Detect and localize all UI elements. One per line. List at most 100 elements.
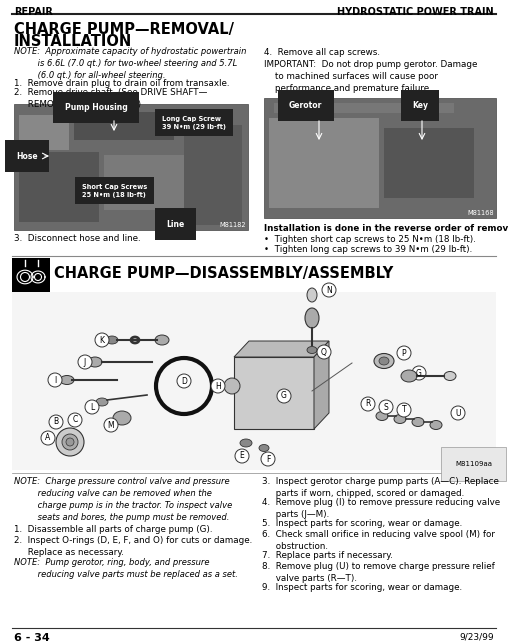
Text: I: I xyxy=(54,375,56,384)
Bar xyxy=(274,103,454,113)
Circle shape xyxy=(235,449,249,463)
Text: M81109aa: M81109aa xyxy=(455,461,492,467)
Ellipse shape xyxy=(305,308,319,328)
Circle shape xyxy=(379,400,393,414)
Bar xyxy=(184,125,242,225)
Text: C: C xyxy=(72,415,78,424)
Text: 4.  Remove plug (I) to remove pressure reducing valve
     parts (J—M).: 4. Remove plug (I) to remove pressure re… xyxy=(262,498,500,519)
Text: 8.  Remove plug (U) to remove charge pressure relief
     valve parts (R—T).: 8. Remove plug (U) to remove charge pres… xyxy=(262,562,495,583)
Text: G: G xyxy=(281,392,287,401)
Bar xyxy=(269,118,379,208)
Text: 9.  Inspect parts for scoring, wear or damage.: 9. Inspect parts for scoring, wear or da… xyxy=(262,583,462,592)
Text: Installation is done in the reverse order of removal.: Installation is done in the reverse orde… xyxy=(264,224,508,233)
Ellipse shape xyxy=(307,288,317,302)
Text: 9/23/99: 9/23/99 xyxy=(459,633,494,642)
Ellipse shape xyxy=(60,375,74,384)
Text: F: F xyxy=(266,455,270,464)
Text: REPAIR: REPAIR xyxy=(14,7,53,17)
Text: •  Tighten short cap screws to 25 N•m (18 lb-ft).: • Tighten short cap screws to 25 N•m (18… xyxy=(264,235,476,244)
Text: 6 - 34: 6 - 34 xyxy=(14,633,50,643)
Text: L: L xyxy=(90,402,94,412)
Text: G: G xyxy=(416,368,422,377)
Ellipse shape xyxy=(379,357,389,365)
Bar xyxy=(12,292,496,470)
Circle shape xyxy=(211,379,225,393)
Ellipse shape xyxy=(106,336,118,344)
Circle shape xyxy=(277,389,291,403)
Text: N: N xyxy=(326,285,332,294)
Text: IMPORTANT:  Do not drop pump gerotor. Damage
    to machined surfaces will cause: IMPORTANT: Do not drop pump gerotor. Dam… xyxy=(264,60,478,93)
Text: S: S xyxy=(384,402,389,412)
Text: M81182: M81182 xyxy=(219,222,246,228)
Text: 2.  Remove drive shaft. (See DRIVE SHAFT—
     REMOVAL/INSTALLATION.): 2. Remove drive shaft. (See DRIVE SHAFT—… xyxy=(14,88,207,109)
Text: Key: Key xyxy=(412,101,428,110)
Circle shape xyxy=(68,413,82,427)
Circle shape xyxy=(85,400,99,414)
Text: CHARGE PUMP—DISASSEMBLY/ASSEMBLY: CHARGE PUMP—DISASSEMBLY/ASSEMBLY xyxy=(54,266,393,281)
Circle shape xyxy=(41,431,55,445)
Text: 3.  Disconnect hose and line.: 3. Disconnect hose and line. xyxy=(14,234,141,243)
Text: 1.  Disassemble all parts of charge pump (G).: 1. Disassemble all parts of charge pump … xyxy=(14,525,212,534)
Ellipse shape xyxy=(444,372,456,381)
Text: U: U xyxy=(455,408,461,417)
Text: 1.  Remove drain plug to drain oil from transaxle.: 1. Remove drain plug to drain oil from t… xyxy=(14,79,230,88)
Text: Line: Line xyxy=(166,220,184,229)
Circle shape xyxy=(397,403,411,417)
Bar xyxy=(104,155,204,210)
Ellipse shape xyxy=(412,417,424,426)
Bar xyxy=(19,152,99,222)
Text: Hose: Hose xyxy=(16,151,38,160)
Ellipse shape xyxy=(401,370,417,382)
Circle shape xyxy=(361,397,375,411)
Text: T: T xyxy=(402,406,406,415)
Ellipse shape xyxy=(307,346,317,354)
Ellipse shape xyxy=(240,439,252,447)
Text: CHARGE PUMP—REMOVAL/: CHARGE PUMP—REMOVAL/ xyxy=(14,22,234,37)
Text: Long Cap Screw
39 N•m (29 lb-ft): Long Cap Screw 39 N•m (29 lb-ft) xyxy=(162,116,226,129)
Text: H: H xyxy=(215,381,221,390)
Text: NOTE:  Pump gerotor, ring, body, and pressure
         reducing valve parts must: NOTE: Pump gerotor, ring, body, and pres… xyxy=(14,558,238,579)
Bar xyxy=(14,104,248,230)
Circle shape xyxy=(397,346,411,360)
Text: •  Tighten long cap screws to 39 N•m (29 lb-ft).: • Tighten long cap screws to 39 N•m (29 … xyxy=(264,245,472,254)
Text: R: R xyxy=(365,399,371,408)
Circle shape xyxy=(322,283,336,297)
Text: Pump Housing: Pump Housing xyxy=(65,103,128,112)
Circle shape xyxy=(412,366,426,380)
Circle shape xyxy=(224,378,240,394)
Text: 4.  Remove all cap screws.: 4. Remove all cap screws. xyxy=(264,48,380,57)
Text: M81168: M81168 xyxy=(467,210,494,216)
Ellipse shape xyxy=(259,444,269,451)
Text: NOTE:  Charge pressure control valve and pressure
         reducing valve can be: NOTE: Charge pressure control valve and … xyxy=(14,477,232,522)
Text: M: M xyxy=(108,421,114,430)
Bar xyxy=(12,258,50,292)
Bar xyxy=(264,98,496,218)
Text: B: B xyxy=(53,417,58,426)
Ellipse shape xyxy=(96,398,108,406)
Circle shape xyxy=(261,452,275,466)
Text: 2.  Inspect O-rings (D, E, F, and O) for cuts or damage.
     Replace as necessa: 2. Inspect O-rings (D, E, F, and O) for … xyxy=(14,536,252,557)
Text: Gerotor: Gerotor xyxy=(289,101,323,110)
Ellipse shape xyxy=(155,335,169,345)
Text: E: E xyxy=(240,451,244,460)
Ellipse shape xyxy=(430,421,442,430)
Text: 5.  Inspect parts for scoring, wear or damage.: 5. Inspect parts for scoring, wear or da… xyxy=(262,519,462,528)
Polygon shape xyxy=(314,341,329,429)
Text: HYDROSTATIC POWER TRAIN: HYDROSTATIC POWER TRAIN xyxy=(337,7,494,17)
Text: J: J xyxy=(84,357,86,366)
Polygon shape xyxy=(234,341,329,357)
Text: A: A xyxy=(45,433,51,442)
Text: NOTE:  Approximate capacity of hydrostatic powertrain
         is 6.6L (7.0 qt.): NOTE: Approximate capacity of hydrostati… xyxy=(14,47,246,80)
Ellipse shape xyxy=(56,428,84,456)
Ellipse shape xyxy=(62,434,78,450)
Ellipse shape xyxy=(374,354,394,368)
Circle shape xyxy=(104,418,118,432)
Text: 7.  Replace parts if necessary.: 7. Replace parts if necessary. xyxy=(262,551,393,560)
Circle shape xyxy=(78,355,92,369)
Circle shape xyxy=(48,373,62,387)
Bar xyxy=(74,112,174,140)
Text: D: D xyxy=(181,377,187,386)
Text: Q: Q xyxy=(321,348,327,357)
Circle shape xyxy=(317,345,331,359)
Text: 3.  Inspect gerotor charge pump parts (A—C). Replace
     parts if worn, chipped: 3. Inspect gerotor charge pump parts (A—… xyxy=(262,477,499,498)
